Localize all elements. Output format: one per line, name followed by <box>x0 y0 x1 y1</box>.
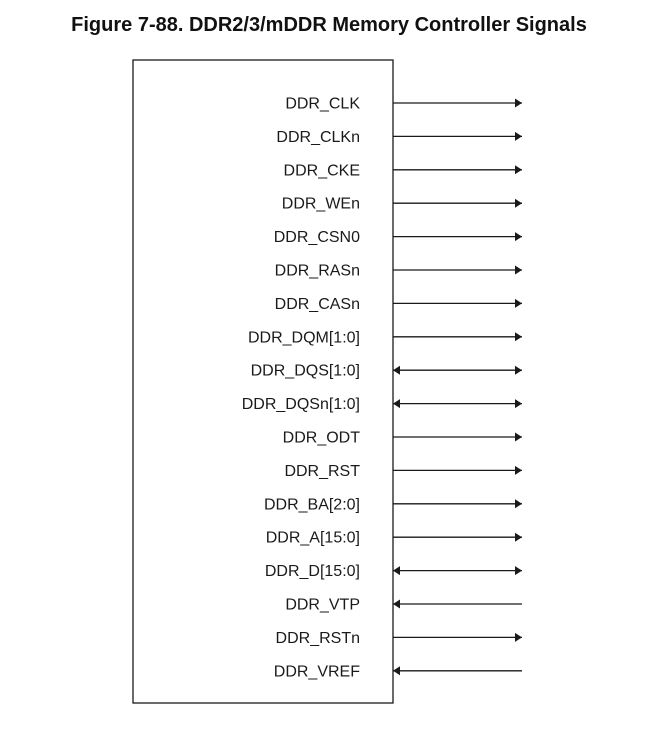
signal-label: DDR_CLKn <box>276 129 360 146</box>
signal-row-ddr-vref: DDR_VREF <box>274 663 522 680</box>
signal-label: DDR_WEn <box>282 196 360 213</box>
arrow-left-icon <box>393 365 400 375</box>
signal-label: DDR_RSTn <box>276 630 360 647</box>
signal-row-ddr-rasn: DDR_RASn <box>275 263 522 280</box>
signal-row-ddr-csn0: DDR_CSN0 <box>274 229 522 246</box>
arrow-right-icon <box>515 465 522 475</box>
signal-row-ddr-casn: DDR_CASn <box>275 296 522 313</box>
signal-label: DDR_CASn <box>275 296 360 313</box>
signal-row-ddr-clkn: DDR_CLKn <box>276 129 522 146</box>
signal-row-ddr-vtp: DDR_VTP <box>285 597 522 614</box>
signal-row-ddr-rstn: DDR_RSTn <box>276 630 522 647</box>
signal-label: DDR_VTP <box>285 597 360 614</box>
arrow-left-icon <box>393 666 400 676</box>
arrow-right-icon <box>515 332 522 342</box>
arrow-right-icon <box>515 198 522 208</box>
figure-title: Figure 7-88. DDR2/3/mDDR Memory Controll… <box>71 14 587 36</box>
signal-row-ddr-ba-2-0: DDR_BA[2:0] <box>264 496 522 513</box>
arrow-right-icon <box>515 399 522 409</box>
signal-row-ddr-d-15-0: DDR_D[15:0] <box>265 563 522 580</box>
arrow-right-icon <box>515 298 522 308</box>
signal-label: DDR_DQSn[1:0] <box>242 396 360 413</box>
controller-block <box>132 59 394 704</box>
arrow-right-icon <box>515 532 522 542</box>
signal-label: DDR_VREF <box>274 663 360 680</box>
arrow-right-icon <box>515 232 522 242</box>
signal-label: DDR_DQM[1:0] <box>248 329 360 346</box>
arrow-right-icon <box>515 131 522 141</box>
signal-label: DDR_CLK <box>285 96 360 113</box>
arrow-right-icon <box>515 165 522 175</box>
signal-row-ddr-clk: DDR_CLK <box>285 96 522 113</box>
signal-label: DDR_A[15:0] <box>266 530 360 547</box>
arrow-right-icon <box>515 566 522 576</box>
signal-row-ddr-odt: DDR_ODT <box>283 430 522 447</box>
signal-label: DDR_RST <box>284 463 360 480</box>
signal-label: DDR_CKE <box>284 162 360 179</box>
arrow-right-icon <box>515 365 522 375</box>
signal-label: DDR_RASn <box>275 263 360 280</box>
signal-rows: DDR_CLK DDR_CLKn DDR_CKE DDR_WEn DDR_CSN0 DDR… <box>242 96 522 680</box>
signal-label: DDR_BA[2:0] <box>264 496 360 513</box>
signal-label: DDR_DQS[1:0] <box>251 363 360 380</box>
arrow-left-icon <box>393 566 400 576</box>
signal-row-ddr-dqm-1-0: DDR_DQM[1:0] <box>248 329 522 346</box>
arrow-right-icon <box>515 265 522 275</box>
arrow-left-icon <box>393 399 400 409</box>
signal-row-ddr-dqsn-1-0: DDR_DQSn[1:0] <box>242 396 522 413</box>
signal-row-ddr-cke: DDR_CKE <box>284 162 522 179</box>
signal-row-ddr-wen: DDR_WEn <box>282 196 522 213</box>
signal-row-ddr-dqs-1-0: DDR_DQS[1:0] <box>251 363 522 380</box>
arrow-right-icon <box>515 632 522 642</box>
signal-label: DDR_D[15:0] <box>265 563 360 580</box>
arrow-right-icon <box>515 432 522 442</box>
signal-label: DDR_ODT <box>283 430 361 447</box>
signal-row-ddr-a-15-0: DDR_A[15:0] <box>266 530 522 547</box>
arrow-right-icon <box>515 98 522 108</box>
signal-label: DDR_CSN0 <box>274 229 360 246</box>
signal-row-ddr-rst: DDR_RST <box>284 463 522 480</box>
arrow-right-icon <box>515 499 522 509</box>
arrow-left-icon <box>393 599 400 609</box>
